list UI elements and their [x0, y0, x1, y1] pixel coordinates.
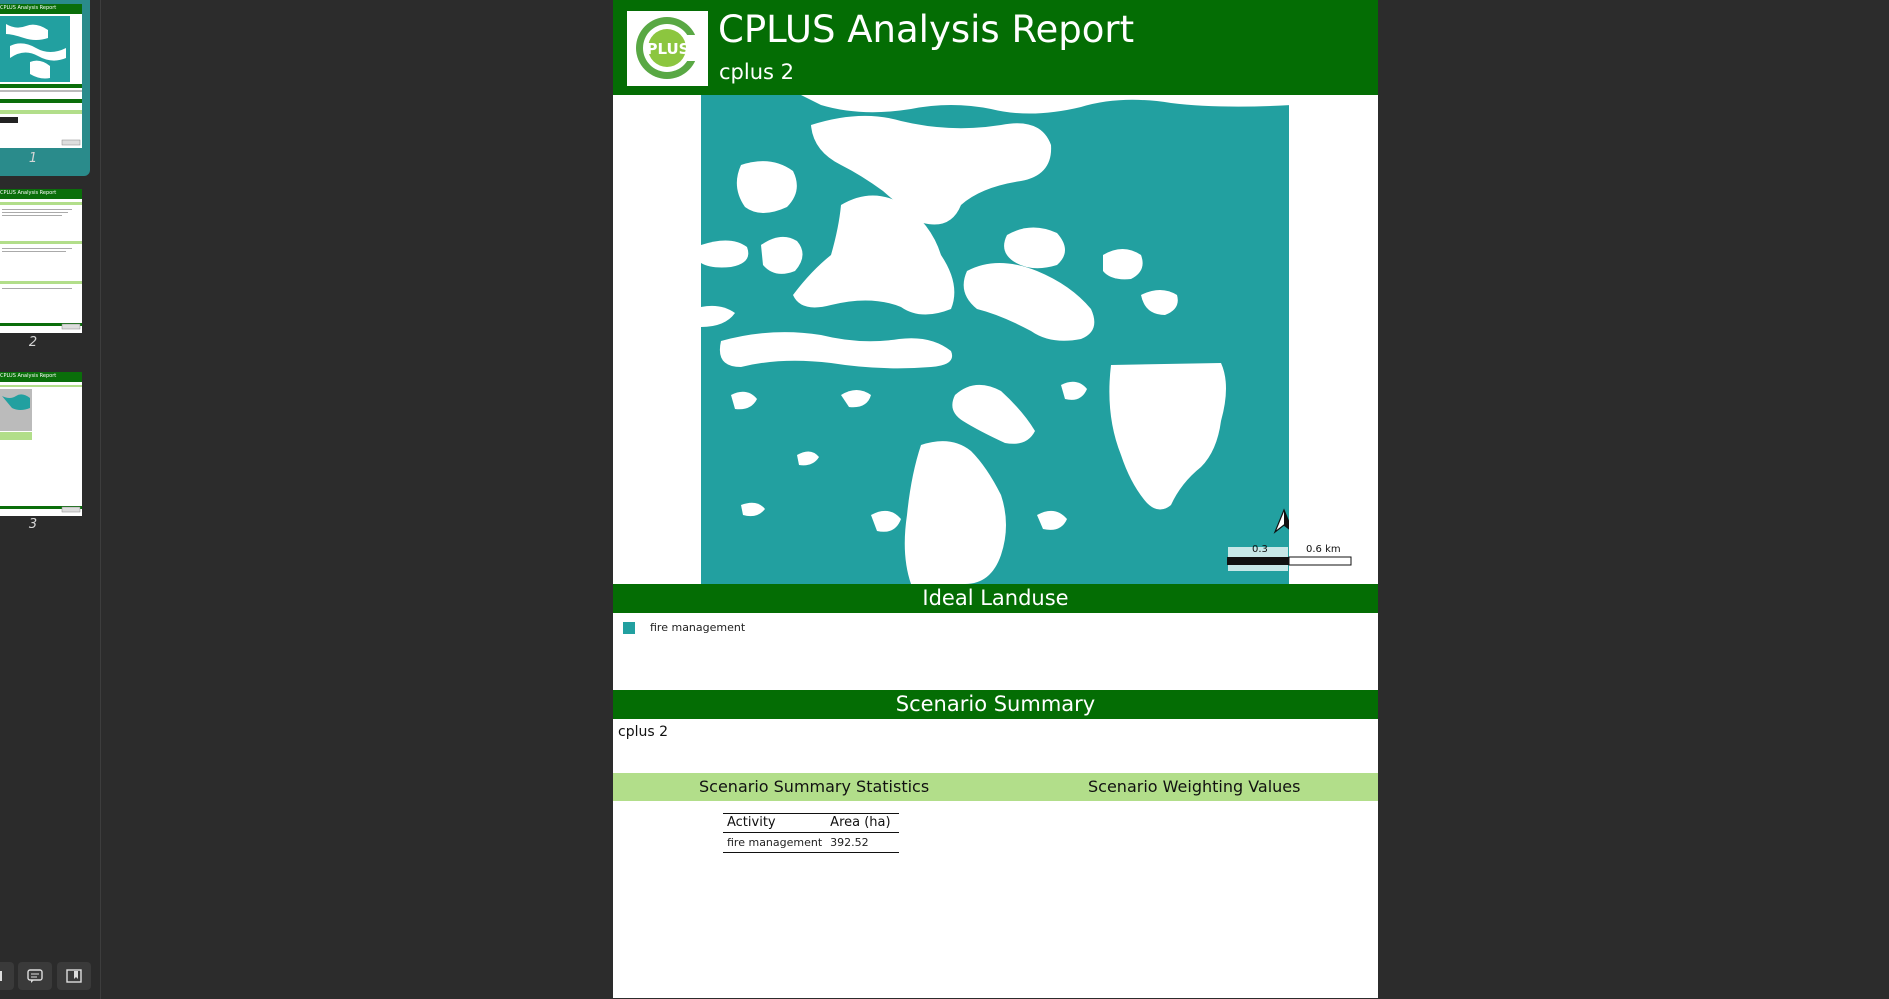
thumbnail-preview — [0, 385, 82, 513]
table-header-activity: Activity — [723, 813, 827, 833]
thumbnails-icon — [0, 971, 2, 981]
ideal-landuse-heading: Ideal Landuse — [613, 584, 1378, 613]
summary-statistics-heading: Scenario Summary Statistics — [699, 777, 930, 796]
north-arrow-icon — [1273, 508, 1289, 534]
summary-statistics-table: Activity Area (ha) fire management 392.5… — [723, 813, 899, 853]
thumbnail-title: CPLUS Analysis Report — [0, 190, 57, 196]
statistics-band: Scenario Summary Statistics Scenario Wei… — [613, 773, 1378, 801]
thumbnail-title: CPLUS Analysis Report — [0, 373, 57, 379]
page-thumbnail-image: CPLUS Analysis Report — [0, 4, 82, 148]
page-thumbnail-3[interactable]: CPLUS Analysis Report 3 — [0, 368, 90, 538]
annotations-button[interactable] — [18, 962, 52, 990]
page-thumbnail-1[interactable]: CPLUS Analysis Report 1 — [0, 0, 90, 176]
report-subtitle: cplus 2 — [719, 60, 794, 84]
scale-bar-end-label: 0.6 km — [1306, 544, 1341, 555]
page-thumbnail-image: CPLUS Analysis Report — [0, 189, 82, 333]
report-header: PLUS CPLUS Analysis Report cplus 2 — [613, 0, 1378, 95]
weighting-values-heading: Scenario Weighting Values — [1088, 777, 1301, 796]
legend-label: fire management — [650, 621, 746, 634]
scenario-summary-text: cplus 2 — [618, 724, 668, 740]
thumbnail-page-number: 1 — [28, 151, 38, 166]
table-header-area: Area (ha) — [826, 813, 899, 833]
table-header-row: Activity Area (ha) — [723, 813, 899, 833]
thumbnail-title: CPLUS Analysis Report — [0, 5, 57, 11]
thumbnail-sidebar: CPLUS Analysis Report 1 CPLUS Analysis R… — [0, 0, 101, 999]
page-thumbnail-2[interactable]: CPLUS Analysis Report 2 — [0, 185, 90, 355]
report-page: PLUS CPLUS Analysis Report cplus 2 — [613, 0, 1378, 998]
landuse-map-canvas — [701, 95, 1289, 584]
map-open-areas — [701, 95, 1289, 584]
annotations-icon — [27, 969, 43, 983]
page-thumbnail-image: CPLUS Analysis Report — [0, 372, 82, 516]
landuse-map: 0.3 — [701, 95, 1289, 584]
thumbnails-button[interactable] — [0, 962, 14, 990]
report-title: CPLUS Analysis Report — [718, 8, 1135, 51]
scale-bar-mid-label: 0.3 — [1252, 544, 1268, 555]
cplus-logo: PLUS — [627, 11, 708, 86]
thumbnail-preview — [0, 202, 82, 330]
thumbnail-page-number: 3 — [28, 517, 38, 532]
table-cell-area: 392.52 — [830, 836, 869, 849]
sidebar-footer — [0, 962, 100, 990]
table-cell-activity: fire management — [727, 836, 823, 849]
scenario-summary-heading: Scenario Summary — [613, 690, 1378, 719]
legend-swatch — [623, 622, 635, 634]
bookmarks-button[interactable] — [57, 962, 91, 990]
map-scale-bar — [1227, 547, 1289, 571]
bookmarks-icon — [66, 969, 82, 983]
logo-text: PLUS — [646, 40, 689, 58]
thumbnail-page-number: 2 — [28, 335, 38, 350]
thumbnail-preview — [0, 16, 82, 146]
table-row: fire management 392.52 — [723, 833, 899, 853]
scale-bar-extension — [1289, 556, 1352, 566]
cplus-logo-icon: PLUS — [636, 17, 703, 79]
